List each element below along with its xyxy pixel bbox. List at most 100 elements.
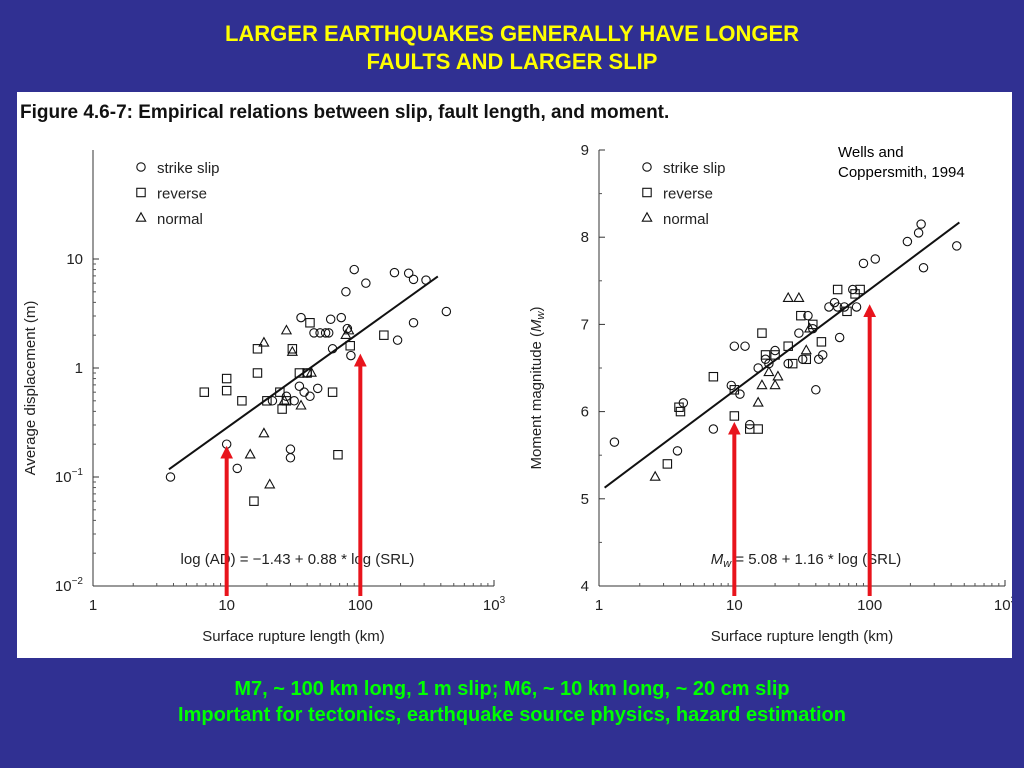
legend-marker-triangle bbox=[641, 211, 653, 222]
x-tick-label: 1 bbox=[595, 597, 603, 614]
data-point-triangle bbox=[793, 291, 805, 302]
series-triangle bbox=[649, 291, 816, 481]
data-point-circle bbox=[951, 241, 962, 251]
y-tick-exponent: −1 bbox=[72, 467, 84, 478]
data-point-square bbox=[832, 284, 843, 295]
data-point-circle bbox=[817, 350, 828, 360]
data-point-square bbox=[753, 424, 763, 434]
bottom-line-2: Important for tectonics, earthquake sour… bbox=[178, 704, 846, 726]
data-point-circle bbox=[421, 275, 431, 285]
data-point-circle bbox=[824, 302, 834, 312]
x-tick-exponent: 3 bbox=[1011, 595, 1012, 606]
data-point-circle bbox=[346, 350, 356, 361]
data-point-triangle bbox=[752, 396, 764, 407]
equation-rest: = 5.08 + 1.16 * log (SRL) bbox=[731, 551, 901, 568]
citation-line-1: Wells and bbox=[838, 144, 904, 161]
chart-2: 1 10 100 103 4 5 6 7 8 9 Surface rupture length (k… bbox=[528, 142, 1012, 645]
y-tick-label: 10−2 bbox=[55, 576, 84, 595]
y-tick-label: 10 bbox=[66, 251, 83, 268]
data-point-circle bbox=[408, 318, 419, 328]
data-point-square bbox=[675, 406, 686, 417]
data-point-circle bbox=[312, 383, 323, 394]
data-point-circle bbox=[305, 391, 315, 402]
citation-line-2: Coppersmith, 1994 bbox=[838, 164, 965, 181]
x-tick-label: 100 bbox=[857, 597, 882, 614]
x-tick-label: 103 bbox=[994, 595, 1012, 614]
y-tick-label: 8 bbox=[581, 229, 589, 246]
data-point-circle bbox=[441, 306, 452, 317]
data-point-triangle bbox=[343, 324, 355, 335]
data-point-square bbox=[816, 337, 827, 347]
y-axis-label: Average displacement (m) bbox=[22, 301, 39, 476]
data-point-square bbox=[305, 318, 315, 328]
y-tick-label: 10−1 bbox=[55, 467, 84, 486]
data-point-square bbox=[249, 496, 259, 506]
data-point-circle bbox=[349, 264, 359, 275]
charts-svg: 1 10 100 103 10−2 10−1 1 10 Surface rupture leng… bbox=[22, 142, 1012, 645]
legend-label: reverse bbox=[157, 186, 207, 203]
series-triangle bbox=[244, 324, 355, 489]
data-point-square bbox=[252, 344, 263, 354]
legend-label: normal bbox=[157, 211, 203, 228]
legend-label: reverse bbox=[663, 186, 713, 203]
data-point-circle bbox=[902, 236, 913, 247]
y-axis-label: Moment magnitude (Mw) bbox=[528, 306, 547, 469]
legend-marker-circle bbox=[136, 162, 146, 172]
legend-label: strike slip bbox=[157, 160, 220, 177]
data-point-square bbox=[760, 350, 771, 360]
data-point-square bbox=[708, 371, 719, 382]
data-point-circle bbox=[361, 278, 371, 288]
series-square bbox=[662, 284, 865, 469]
legend-marker-triangle bbox=[135, 211, 147, 222]
data-point-square bbox=[221, 385, 232, 396]
data-point-square bbox=[842, 306, 852, 317]
data-point-triangle bbox=[305, 366, 317, 377]
data-point-circle bbox=[729, 341, 740, 351]
data-point-triangle bbox=[295, 399, 307, 410]
legend-label: normal bbox=[663, 211, 709, 228]
data-point-triangle bbox=[280, 324, 293, 335]
y-tick-label: 6 bbox=[581, 404, 589, 421]
data-point-circle bbox=[325, 314, 336, 325]
x-tick-label: 103 bbox=[483, 595, 506, 614]
x-axis-label: Surface rupture length (km) bbox=[202, 628, 385, 645]
y-tick-label: 5 bbox=[581, 491, 589, 508]
data-point-square bbox=[787, 358, 798, 369]
data-point-circle bbox=[918, 262, 929, 273]
data-point-triangle bbox=[258, 336, 270, 347]
data-point-triangle bbox=[782, 291, 794, 302]
y-tick-label: 1 bbox=[75, 360, 83, 377]
y-label-part: Moment magnitude ( bbox=[528, 332, 545, 470]
series-square bbox=[199, 318, 389, 506]
y-label-part: ) bbox=[528, 306, 545, 311]
legend-marker-square bbox=[136, 187, 146, 198]
data-point-square bbox=[801, 354, 812, 365]
data-point-square bbox=[277, 404, 287, 414]
slide-title: LARGER EARTHQUAKES GENERALLY HAVE LONGER… bbox=[0, 20, 1024, 76]
data-point-square bbox=[327, 387, 338, 397]
data-point-circle bbox=[289, 396, 299, 406]
data-point-circle bbox=[309, 328, 319, 338]
y-tick-label: 9 bbox=[581, 142, 589, 159]
y-label-italic-m: M bbox=[528, 319, 545, 332]
y-tick-label: 7 bbox=[581, 316, 589, 333]
x-tick-label: 1 bbox=[89, 597, 97, 614]
citation: Wells and Coppersmith, 1994 bbox=[838, 143, 965, 183]
data-point-circle bbox=[296, 312, 306, 323]
data-point-square bbox=[729, 385, 740, 395]
data-point-square bbox=[796, 310, 806, 321]
data-point-circle bbox=[285, 444, 296, 454]
x-tick-label: 10 bbox=[218, 597, 235, 614]
data-point-circle bbox=[834, 332, 845, 343]
data-point-square bbox=[221, 373, 232, 384]
regression-equation: Mw = 5.08 + 1.16 * log (SRL) bbox=[711, 551, 902, 570]
data-point-circle bbox=[294, 381, 305, 392]
y-label-subscript: w bbox=[535, 310, 547, 319]
data-point-circle bbox=[811, 385, 821, 395]
x-tick-exponent: 3 bbox=[500, 595, 506, 606]
data-point-circle bbox=[392, 335, 403, 345]
data-point-square bbox=[783, 341, 793, 351]
data-point-circle bbox=[609, 437, 620, 447]
data-point-circle bbox=[323, 328, 334, 338]
series-circle bbox=[165, 264, 452, 482]
